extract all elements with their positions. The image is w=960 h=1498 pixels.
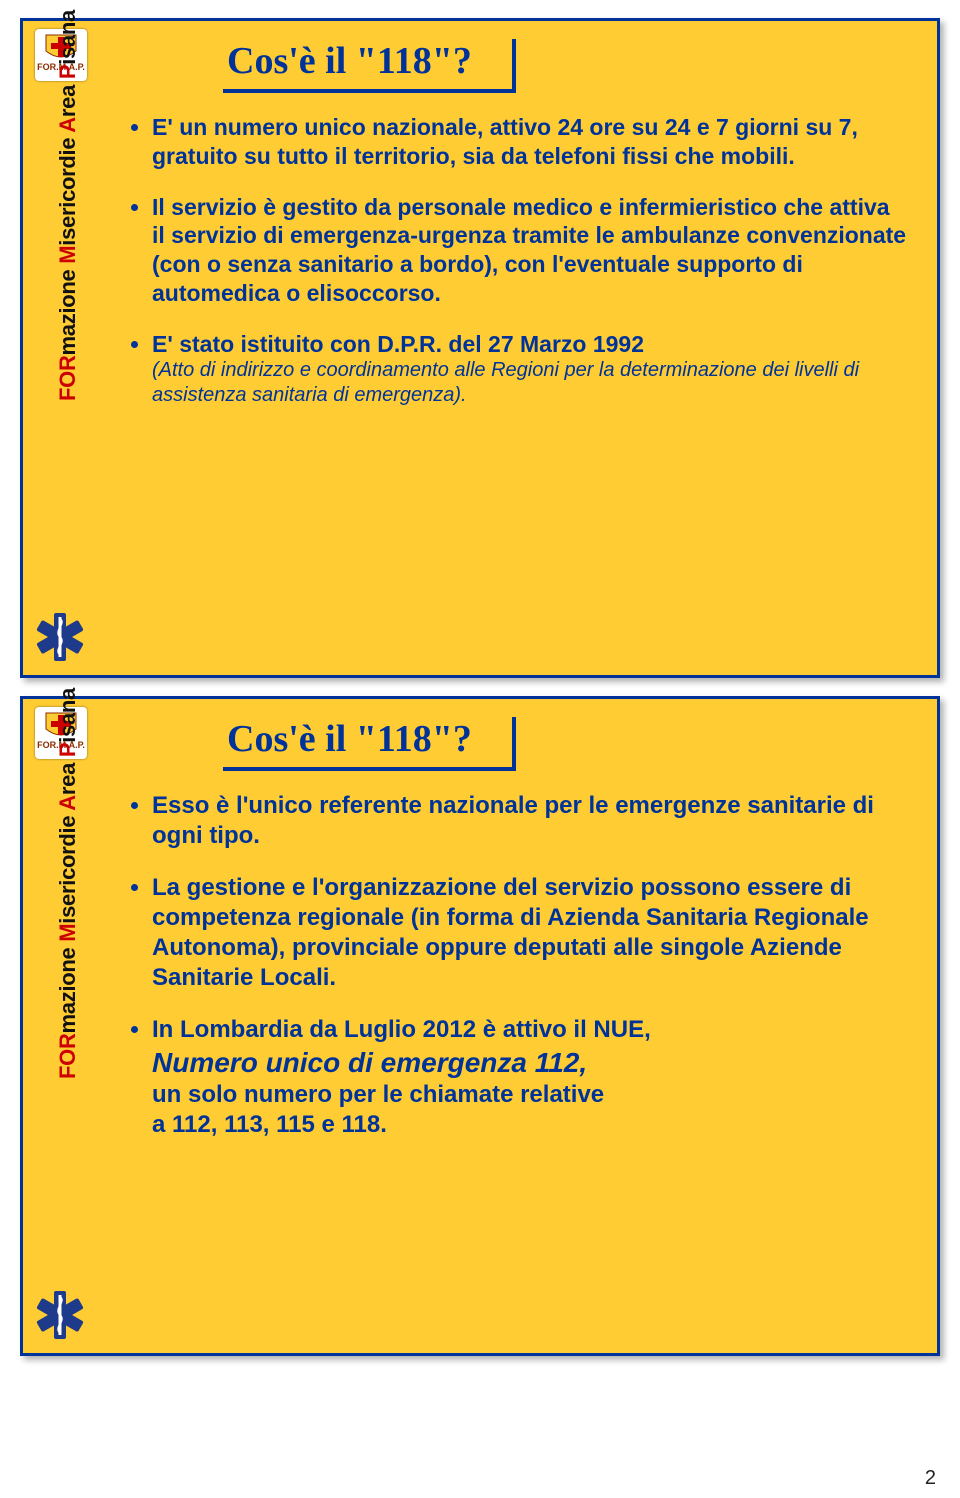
bullet-item: La gestione e l'organizzazione del servi… [152,873,907,993]
bullet-text: E' stato istituito con D.P.R. del 27 Mar… [152,331,644,357]
slide-title: Cos'è il "118"? [227,39,472,83]
bullet-text: E' un numero unico nazionale, attivo 24 … [152,114,858,169]
bullet-text: Il servizio è gestito da personale medic… [152,194,906,306]
bullet-item: E' un numero unico nazionale, attivo 24 … [152,113,907,171]
bullet-text-trail: un solo numero per le chiamate relative [152,1081,604,1108]
bullet-item: Esso è l'unico referente nazionale per l… [152,791,907,851]
bullet-text-lead: In Lombardia da Luglio 2012 è attivo il … [152,1016,651,1043]
bullet-text-trail: a 112, 113, 115 e 118. [152,1111,387,1138]
slide-title-box: Cos'è il "118"? [223,717,516,771]
bullet-list: Esso è l'unico referente nazionale per l… [128,791,907,1140]
star-of-life-badge [35,1287,85,1343]
vertical-brand-label: FORmazione Misericordie Area Pisana [55,688,81,1079]
slide-2: FOR.M.A.P. FORmazione Misericordie Area … [20,696,940,1356]
star-of-life-badge [35,609,85,665]
bullet-item: In Lombardia da Luglio 2012 è attivo il … [152,1015,907,1140]
star-of-life-icon [35,609,85,665]
slide-1: FOR.M.A.P. FORmazione Misericordie Area … [20,18,940,678]
slide-title: Cos'è il "118"? [227,717,472,761]
bullet-list: E' un numero unico nazionale, attivo 24 … [128,113,907,408]
bullet-subtext: (Atto di indirizzo e coordinamento alle … [152,358,907,408]
slide-content: Esso è l'unico referente nazionale per l… [128,791,907,1333]
bullet-item: E' stato istituito con D.P.R. del 27 Mar… [152,330,907,409]
star-of-life-icon [35,1287,85,1343]
slide-content: E' un numero unico nazionale, attivo 24 … [128,113,907,655]
bullet-text-emph: Numero unico di emergenza 112, [152,1047,587,1078]
bullet-item: Il servizio è gestito da personale medic… [152,193,907,308]
page-number: 2 [925,1467,936,1490]
bullet-text: Esso è l'unico referente nazionale per l… [152,792,874,849]
slide-title-box: Cos'è il "118"? [223,39,516,93]
page-container: FOR.M.A.P. FORmazione Misericordie Area … [0,18,960,1356]
vertical-brand-label: FORmazione Misericordie Area Pisana [55,10,81,401]
bullet-text: La gestione e l'organizzazione del servi… [152,874,869,991]
